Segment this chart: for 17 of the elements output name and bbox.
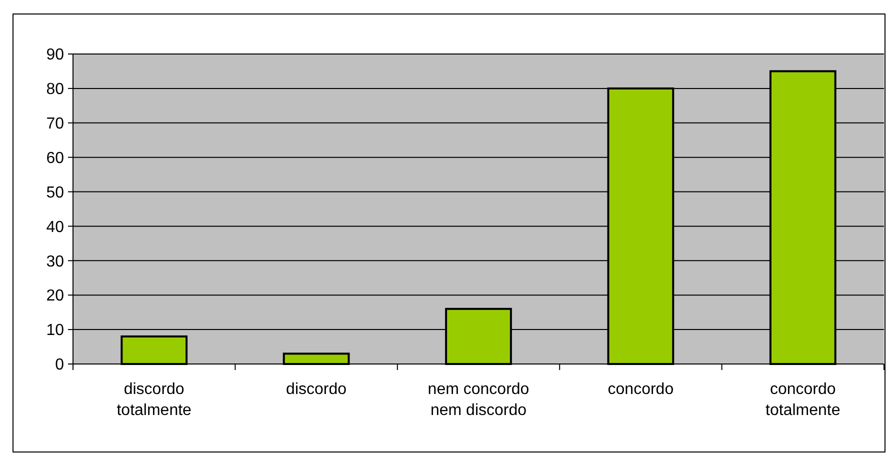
y-tick-label: 50 <box>46 184 64 202</box>
y-tick-label: 30 <box>46 253 64 270</box>
bar <box>120 335 188 365</box>
y-tick-label: 80 <box>46 81 64 98</box>
y-tick-label: 0 <box>55 356 64 374</box>
bar <box>282 352 350 365</box>
x-tick-label: discordo <box>286 381 347 398</box>
x-tick-label: discordo totalmente <box>116 381 192 419</box>
x-tick-label: concordo totalmente <box>766 381 840 419</box>
y-tick-label: 60 <box>46 150 64 167</box>
x-tick-label: concordo <box>608 381 674 398</box>
y-tick-label: 20 <box>46 288 64 305</box>
y-tick-label: 40 <box>46 218 64 236</box>
y-tick-label: 10 <box>46 322 64 340</box>
y-tick-label: 70 <box>46 115 64 132</box>
y-tick-label: 90 <box>46 46 64 64</box>
x-tick-label: nem concordo nem discordo <box>428 381 530 419</box>
